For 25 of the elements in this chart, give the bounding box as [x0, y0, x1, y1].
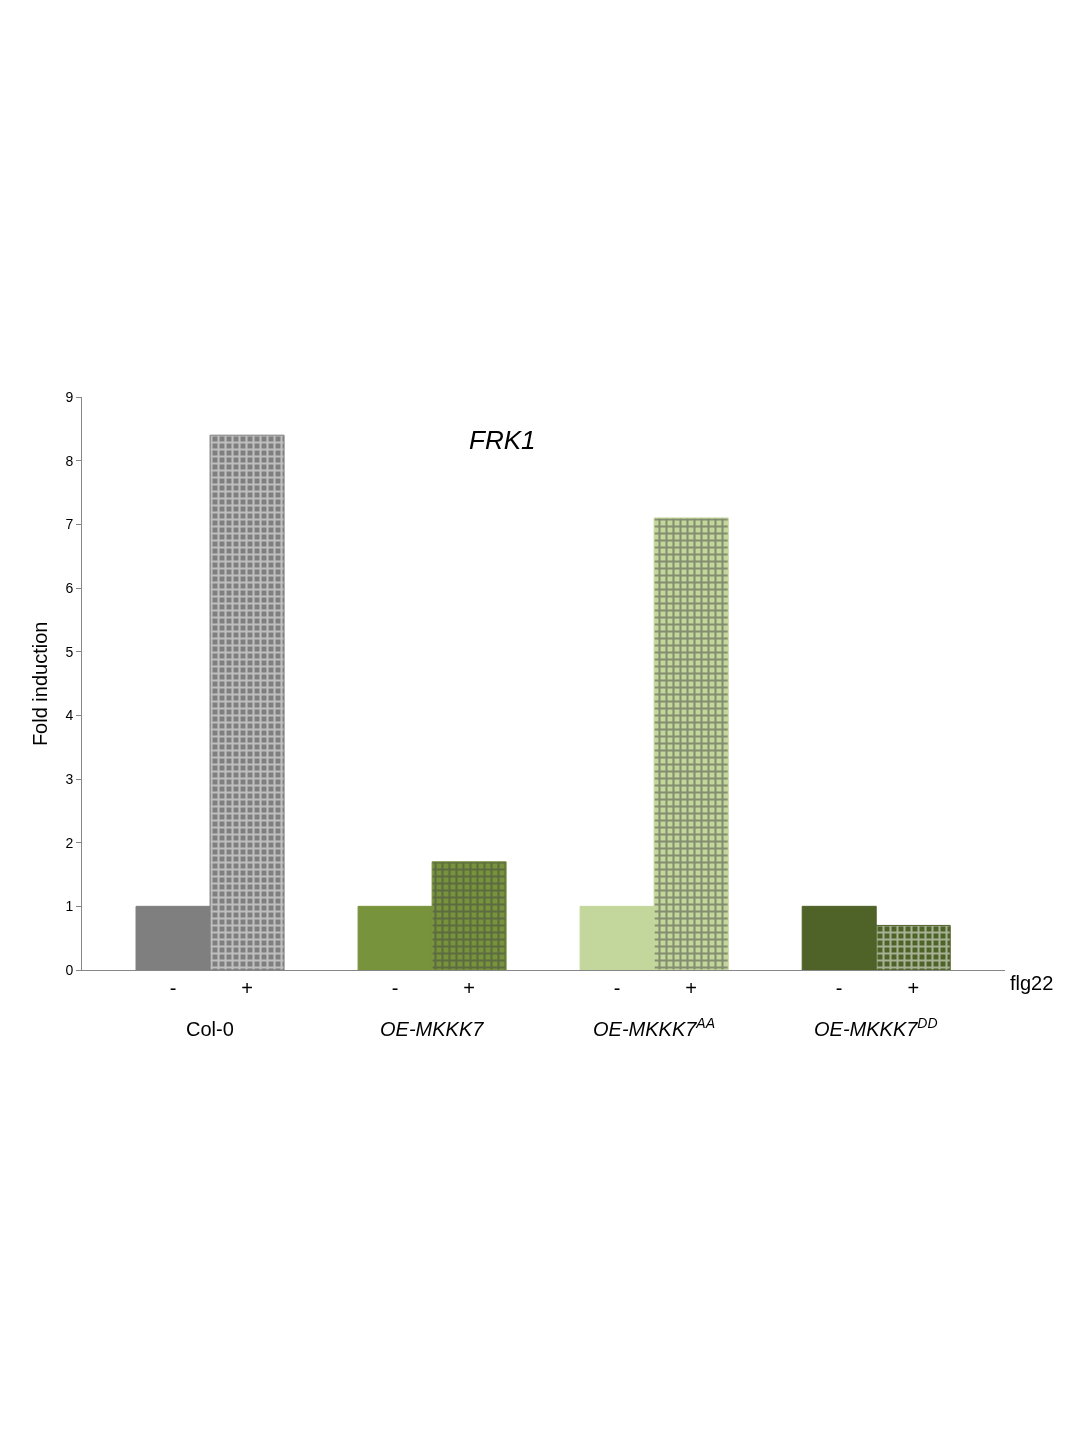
- x-tick-label: -: [169, 977, 177, 999]
- y-tick-label: 8: [65, 452, 74, 469]
- y-tick-label: 9: [65, 388, 74, 405]
- text: OE-MKKK7$^{DD}$: [814, 1015, 938, 1041]
- y-axis-title: Fold induction: [29, 621, 52, 747]
- y-tick-label: 3: [65, 770, 74, 787]
- y-tick-label: 0: [65, 961, 74, 978]
- y-tick-label: 7: [65, 516, 74, 533]
- x-axis-title: flg22: [1010, 972, 1054, 994]
- x-tick-label: +: [463, 977, 475, 999]
- x-tick-label: +: [907, 977, 920, 999]
- text: OE-MKKK7$^{AA}$: [593, 1015, 716, 1041]
- y-tick-label: 2: [65, 834, 74, 851]
- text: FRK1: [469, 425, 536, 455]
- x-tick-label: -: [613, 977, 621, 999]
- x-tick-label: +: [241, 977, 253, 999]
- x-tick-label: -: [391, 977, 399, 999]
- x-tick-label: -: [835, 977, 843, 999]
- y-tick-label: 6: [65, 579, 74, 596]
- text: Col-0: [186, 1018, 234, 1040]
- y-tick-label: 4: [65, 707, 74, 724]
- y-tick-label: 5: [65, 643, 74, 660]
- y-tick-label: 1: [65, 898, 74, 915]
- x-tick-label: +: [685, 977, 698, 999]
- text: OE-MKKK7: [380, 1018, 485, 1040]
